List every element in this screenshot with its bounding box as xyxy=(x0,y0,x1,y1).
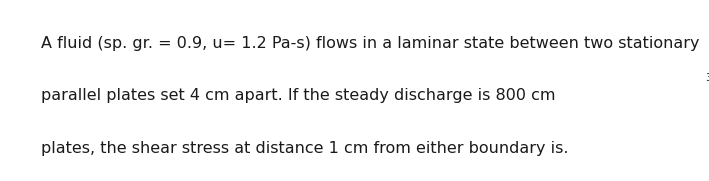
Text: 3: 3 xyxy=(705,73,709,83)
Text: plates, the shear stress at distance 1 cm from either boundary is.: plates, the shear stress at distance 1 c… xyxy=(41,141,569,156)
Text: A fluid (sp. gr. = 0.9, u= 1.2 Pa-s) flows in a laminar state between two statio: A fluid (sp. gr. = 0.9, u= 1.2 Pa-s) flo… xyxy=(41,36,700,51)
Text: parallel plates set 4 cm apart. If the steady discharge is 800 cm: parallel plates set 4 cm apart. If the s… xyxy=(41,89,556,103)
